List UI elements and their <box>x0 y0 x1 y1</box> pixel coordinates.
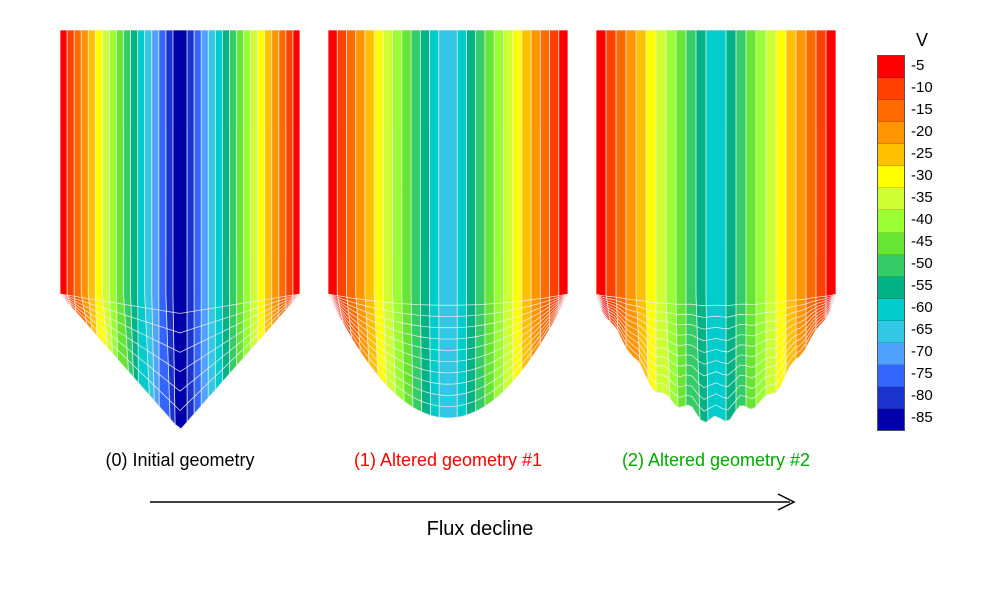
colorbar-swatches <box>877 55 905 431</box>
contour-panel-2: (2) Altered geometry #2 <box>596 30 836 480</box>
colorbar: V -5-10-15-20-25-30-35-40-45-50-55-60-65… <box>877 30 967 431</box>
panel-row: (0) Initial geometry (1) Altered geometry… <box>60 30 836 480</box>
panel-label: (2) Altered geometry #2 <box>596 450 836 471</box>
colorbar-swatch <box>878 233 904 255</box>
colorbar-swatch <box>878 56 904 78</box>
colorbar-tick: -30 <box>911 165 933 187</box>
colorbar-title: V <box>877 30 967 51</box>
contour-panel-0: (0) Initial geometry <box>60 30 300 480</box>
colorbar-swatch <box>878 210 904 232</box>
colorbar-tick: -40 <box>911 209 933 231</box>
colorbar-swatch <box>878 78 904 100</box>
contour-svg <box>596 30 836 430</box>
colorbar-body: -5-10-15-20-25-30-35-40-45-50-55-60-65-7… <box>877 55 967 431</box>
panel-label: (1) Altered geometry #1 <box>328 450 568 471</box>
colorbar-tick: -10 <box>911 77 933 99</box>
colorbar-tick: -50 <box>911 253 933 275</box>
panel-label: (0) Initial geometry <box>60 450 300 471</box>
figure-root: (0) Initial geometry (1) Altered geometry… <box>0 0 1007 600</box>
colorbar-tick: -85 <box>911 407 933 429</box>
colorbar-tick: -65 <box>911 319 933 341</box>
colorbar-swatch <box>878 188 904 210</box>
colorbar-swatch <box>878 166 904 188</box>
colorbar-tick: -5 <box>911 55 933 77</box>
contour-panel-1: (1) Altered geometry #1 <box>328 30 568 480</box>
colorbar-swatch <box>878 100 904 122</box>
colorbar-swatch <box>878 343 904 365</box>
colorbar-tick: -80 <box>911 385 933 407</box>
colorbar-tick: -75 <box>911 363 933 385</box>
colorbar-tick: -60 <box>911 297 933 319</box>
colorbar-tick: -70 <box>911 341 933 363</box>
colorbar-tick: -45 <box>911 231 933 253</box>
colorbar-swatch <box>878 144 904 166</box>
colorbar-tick: -35 <box>911 187 933 209</box>
flux-decline-arrow-block: Flux decline <box>150 490 810 570</box>
colorbar-tick: -25 <box>911 143 933 165</box>
colorbar-tick: -55 <box>911 275 933 297</box>
arrow-icon <box>150 490 810 514</box>
colorbar-swatch <box>878 321 904 343</box>
contour-svg <box>328 30 568 430</box>
colorbar-swatch <box>878 255 904 277</box>
colorbar-swatch <box>878 387 904 409</box>
colorbar-tick: -20 <box>911 121 933 143</box>
flux-decline-label: Flux decline <box>150 518 810 541</box>
colorbar-ticks: -5-10-15-20-25-30-35-40-45-50-55-60-65-7… <box>911 55 933 429</box>
colorbar-tick: -15 <box>911 99 933 121</box>
colorbar-swatch <box>878 122 904 144</box>
colorbar-swatch <box>878 409 904 430</box>
colorbar-swatch <box>878 299 904 321</box>
colorbar-swatch <box>878 365 904 387</box>
colorbar-swatch <box>878 277 904 299</box>
contour-svg <box>60 30 300 430</box>
